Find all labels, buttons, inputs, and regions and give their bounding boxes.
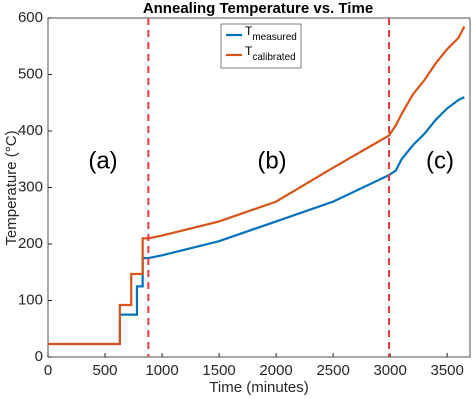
x-tick-label: 3500	[431, 362, 464, 379]
y-tick-label: 300	[18, 178, 43, 195]
y-tick-label: 100	[18, 291, 43, 308]
x-tick-label: 2500	[316, 362, 349, 379]
y-tick-label: 0	[35, 348, 43, 365]
x-tick-label: 2000	[259, 362, 292, 379]
legend-label: Tcalibrated	[245, 44, 296, 62]
x-tick-label: 3000	[373, 362, 406, 379]
x-tick-label: 1000	[145, 362, 178, 379]
line	[48, 25, 466, 346]
chart-title: Annealing Temperature vs. Time	[143, 0, 373, 17]
annotation: (a)	[88, 147, 117, 174]
legend: Tmeasured Tcalibrated	[220, 23, 302, 69]
legend-label: Tmeasured	[245, 24, 297, 42]
line	[48, 96, 465, 346]
y-tick-label: 500	[18, 65, 43, 82]
annotation: (c)	[426, 147, 454, 174]
legend-box	[220, 23, 302, 69]
y-tick-label: 400	[18, 122, 43, 139]
annotation: (b)	[257, 147, 286, 174]
y-tick-label: 600	[18, 9, 43, 26]
y-tick-label: 200	[18, 235, 43, 252]
x-axis-label: Time (minutes)	[209, 379, 308, 396]
x-tick-label: 500	[93, 362, 118, 379]
x-tick-label: 0	[44, 362, 52, 379]
y-axis-label: Temperature (°C)	[3, 130, 20, 245]
plot-area	[47, 17, 471, 358]
x-tick-label: 1500	[202, 362, 235, 379]
